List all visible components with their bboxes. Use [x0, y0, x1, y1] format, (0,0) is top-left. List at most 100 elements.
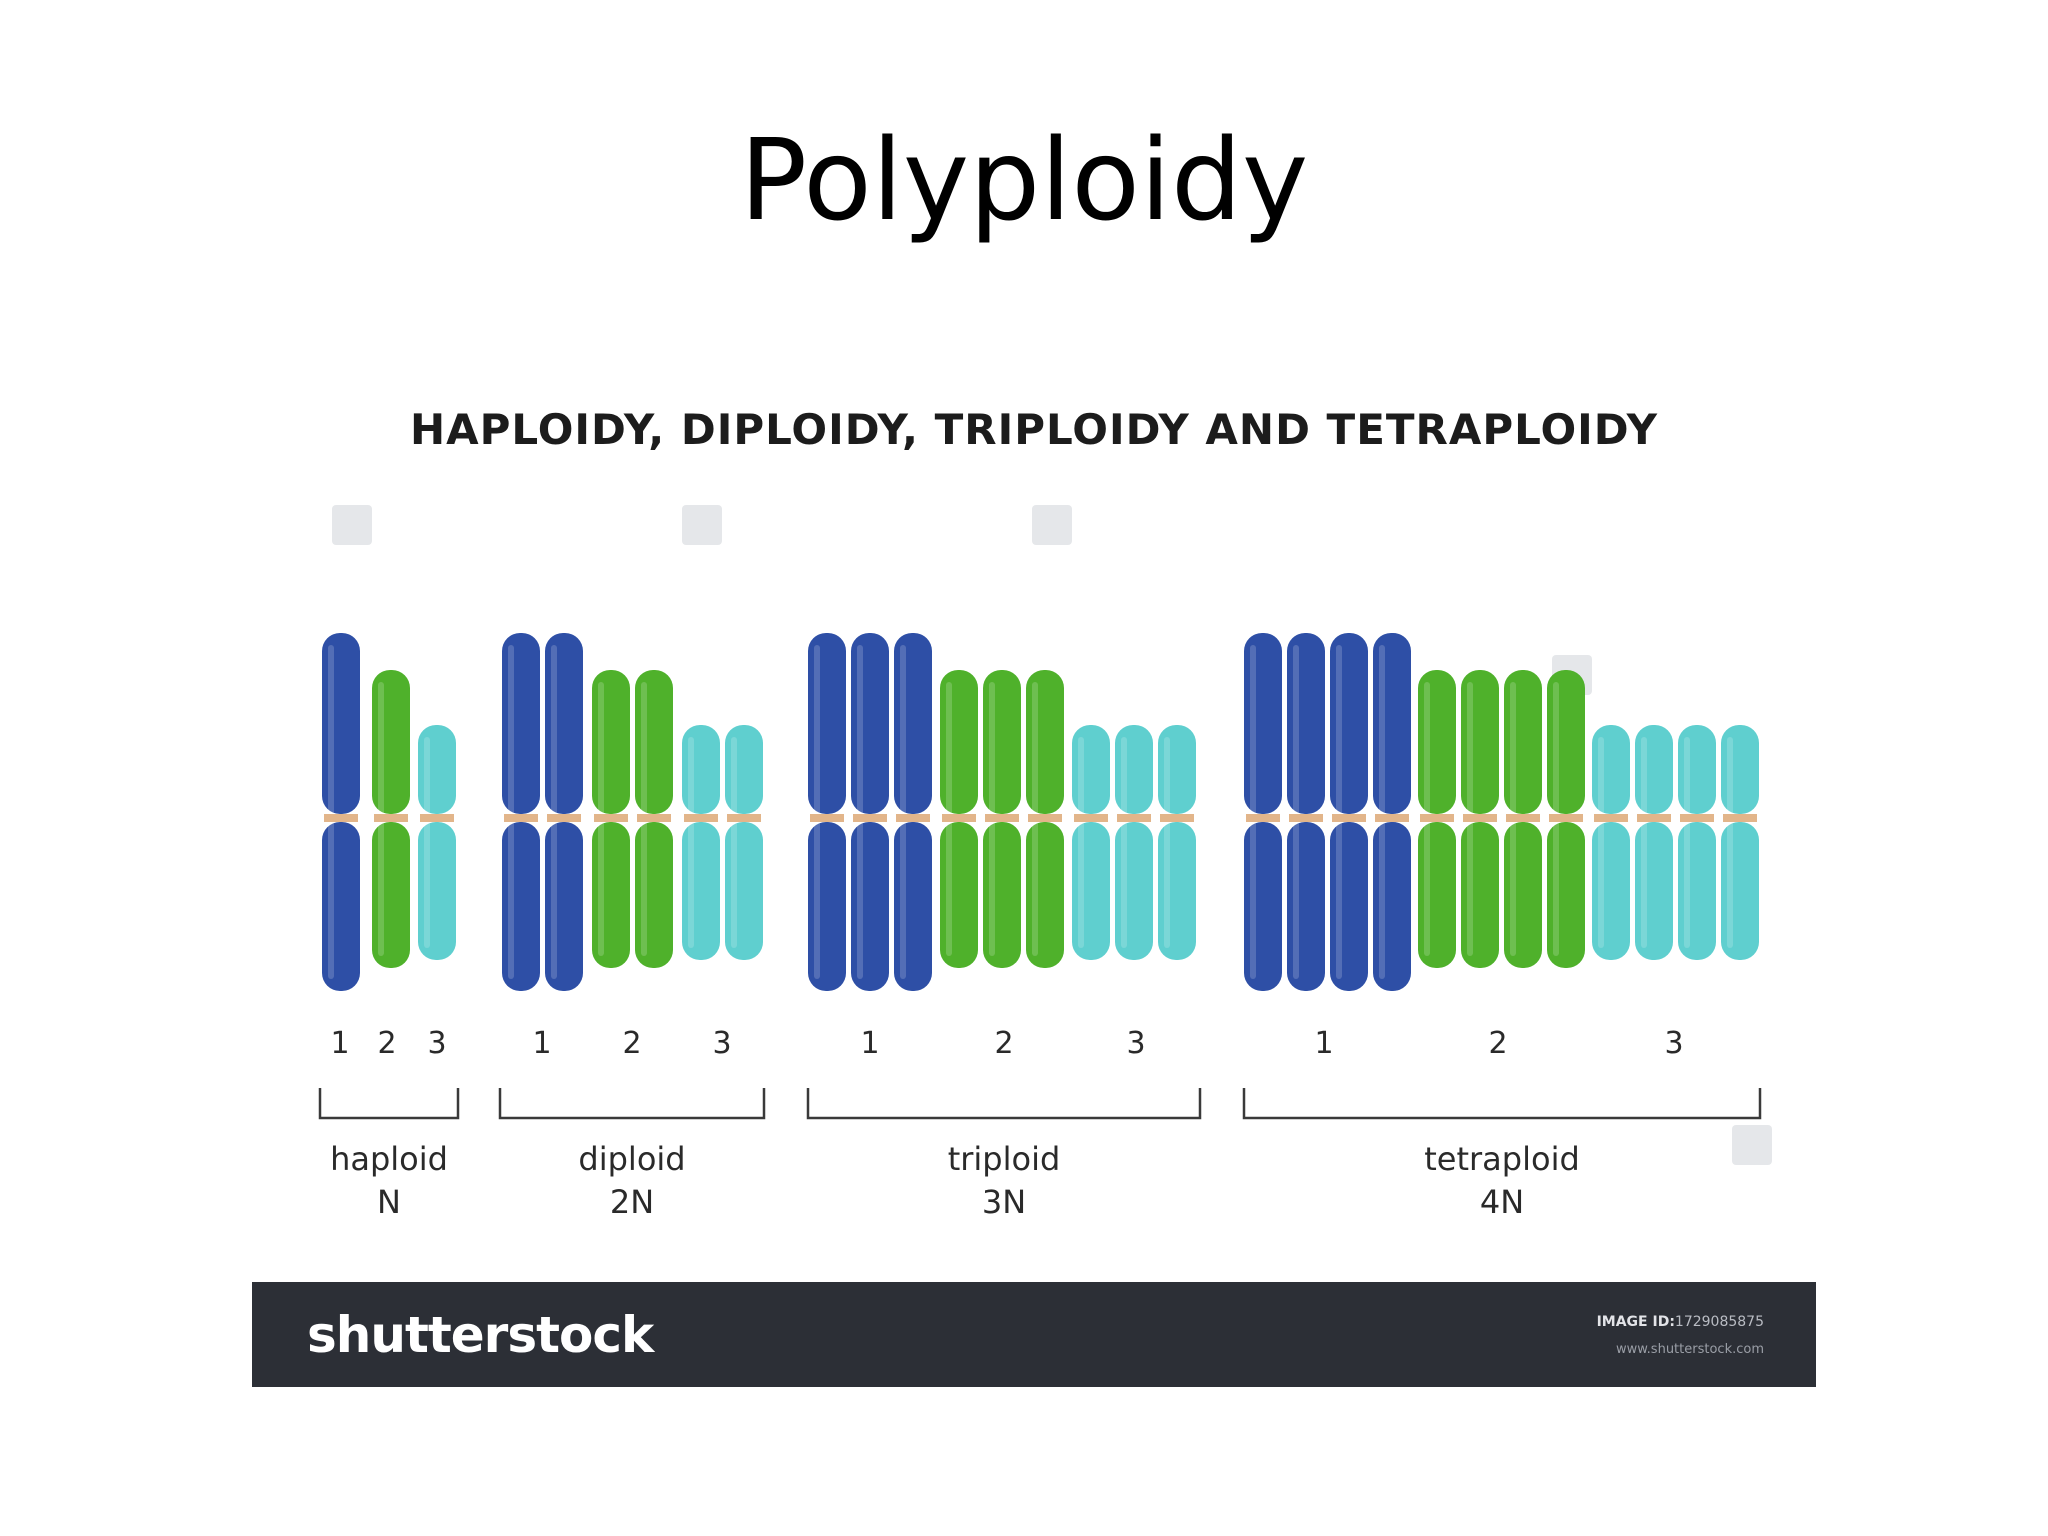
chromosome-arm — [1721, 725, 1759, 814]
centromere — [810, 814, 844, 822]
chromosome-arm — [940, 822, 978, 968]
watermark-squares — [332, 505, 1772, 1165]
tetraploid-chromosome-2 — [1504, 670, 1542, 968]
tetraploid-chromosome-1 — [1373, 633, 1411, 991]
chromosome-arm — [1115, 822, 1153, 960]
triploid-number-2: 2 — [994, 1026, 1013, 1061]
diploid-chromosome-3 — [682, 725, 720, 960]
footer-url: www.shutterstock.com — [1615, 1342, 1764, 1357]
chromosome-highlight — [814, 645, 820, 979]
triploid-bracket — [806, 1088, 1202, 1120]
centromere — [1028, 814, 1062, 822]
chromosome-highlight — [731, 737, 737, 948]
haploid-bracket — [318, 1088, 460, 1120]
centromere — [985, 814, 1019, 822]
chromosome-arm — [1635, 725, 1673, 814]
haploid-number-3: 3 — [427, 1026, 446, 1061]
chromosome-highlight — [424, 737, 430, 948]
chromosome-arm — [372, 822, 410, 968]
chromosome-highlight — [1250, 645, 1256, 979]
haploid-chromosome-2 — [372, 670, 410, 968]
chromosome-arm — [808, 822, 846, 991]
chromosome-arm — [1461, 670, 1499, 814]
centromere — [853, 814, 887, 822]
chromosome-arm — [1504, 670, 1542, 814]
stock-image: HAPLOIDY, DIPLOIDY, TRIPLOIDY AND TETRAP… — [252, 355, 1816, 1387]
diploid-chromosome-2 — [592, 670, 630, 968]
chromosome-arm — [1330, 633, 1368, 814]
triploid-chromosome-2 — [1026, 670, 1064, 968]
chromosome-arm — [1244, 633, 1282, 814]
triploid-chromosome-1 — [808, 633, 846, 991]
tetraploid-chromosome-2 — [1547, 670, 1585, 968]
diploid-ploidy: 2N — [610, 1183, 654, 1221]
chromosome-arm — [1373, 822, 1411, 991]
slide-title: Polyploidy — [739, 116, 1309, 246]
chromosome-arm — [635, 822, 673, 968]
haploid-number-2: 2 — [377, 1026, 396, 1061]
chromosome-arm — [851, 822, 889, 991]
chromosome-highlight — [1078, 737, 1084, 948]
chromosome-arm — [1026, 822, 1064, 968]
chromosome-highlight — [1379, 645, 1385, 979]
chromosome-arm — [1373, 633, 1411, 814]
chromosome-highlight — [688, 737, 694, 948]
triploid-ploidy: 3N — [982, 1183, 1026, 1221]
chromosome-arm — [545, 822, 583, 991]
chromosome-arm — [1244, 822, 1282, 991]
triploid-chromosome-3 — [1158, 725, 1196, 960]
centromere — [324, 814, 358, 822]
chromosome-arm — [322, 822, 360, 991]
chromosome-arm — [851, 633, 889, 814]
chromosome-highlight — [1336, 645, 1342, 979]
chromosome-arm — [1721, 822, 1759, 960]
image-id: IMAGE ID:1729085875 — [1597, 1314, 1764, 1330]
tetraploid-number-1: 1 — [1314, 1026, 1333, 1061]
centromere — [896, 814, 930, 822]
tetraploid-chromosome-1 — [1287, 633, 1325, 991]
centromere — [1074, 814, 1108, 822]
haploid-chromosome-3 — [418, 725, 456, 960]
chromosome-highlight — [1164, 737, 1170, 948]
chromosome-highlight — [328, 645, 334, 979]
centromere — [504, 814, 538, 822]
diploid-chromosome-2 — [635, 670, 673, 968]
triploid-number-3: 3 — [1126, 1026, 1145, 1061]
chromosome-arm — [372, 670, 410, 814]
chromosome-arm — [1461, 822, 1499, 968]
chromosome-arm — [894, 633, 932, 814]
centromere — [1680, 814, 1714, 822]
chromosome-highlight — [857, 645, 863, 979]
chromosome-arm — [1504, 822, 1542, 968]
centromere — [1375, 814, 1409, 822]
chromosome-highlight — [551, 645, 557, 979]
centromere — [1160, 814, 1194, 822]
chromosome-arm — [1418, 670, 1456, 814]
image-id-value: 1729085875 — [1674, 1314, 1764, 1330]
centromere — [1332, 814, 1366, 822]
chromosome-arm — [1592, 822, 1630, 960]
haploid-number-1: 1 — [330, 1026, 349, 1061]
centromere — [1506, 814, 1540, 822]
chromosome-arm — [725, 822, 763, 960]
chromosome-arm — [1635, 822, 1673, 960]
centromere — [1463, 814, 1497, 822]
chromosome-arm — [725, 725, 763, 814]
centromere — [684, 814, 718, 822]
triploid-chromosome-1 — [894, 633, 932, 991]
chromosome-arm — [1072, 725, 1110, 814]
tetraploid-chromosome-2 — [1418, 670, 1456, 968]
tetraploid-ploidy: 4N — [1480, 1183, 1524, 1221]
chromosome-highlight — [1293, 645, 1299, 979]
centromere — [1637, 814, 1671, 822]
chromosome-arm — [1158, 725, 1196, 814]
chromosome-arm — [1330, 822, 1368, 991]
centromere — [1549, 814, 1583, 822]
chromosome-arm — [502, 822, 540, 991]
triploid-chromosome-2 — [940, 670, 978, 968]
triploid-chromosome-3 — [1115, 725, 1153, 960]
haploid-chromosome-1 — [322, 633, 360, 991]
tetraploid-chromosome-2 — [1461, 670, 1499, 968]
chromosome-arm — [1115, 725, 1153, 814]
